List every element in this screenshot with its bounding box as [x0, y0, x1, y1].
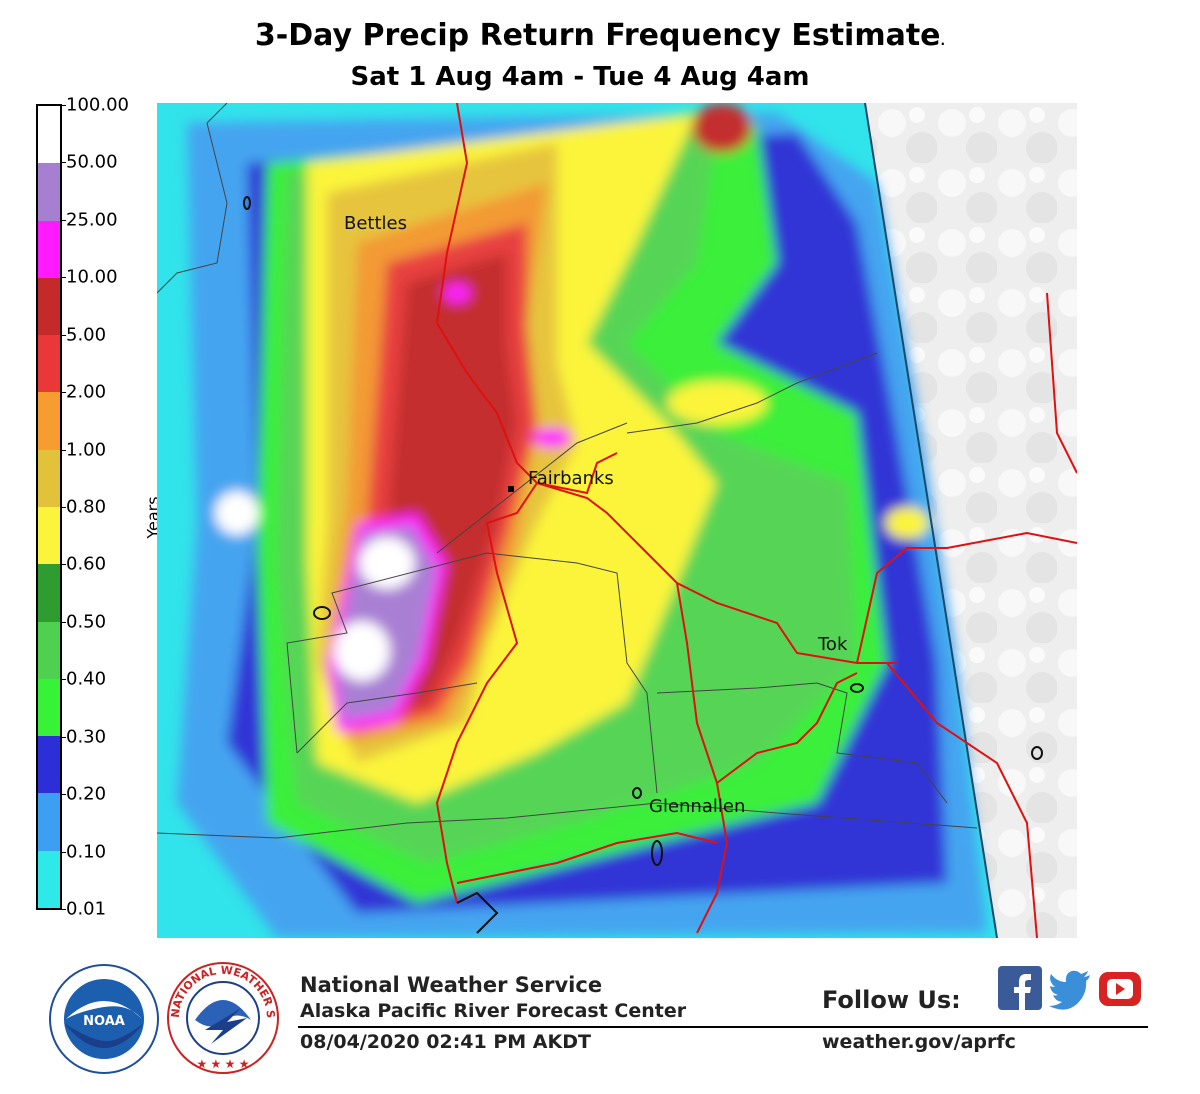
colorbar-segment — [38, 163, 60, 221]
colorbar-tick-mark — [60, 851, 66, 853]
colorbar-segment — [38, 506, 60, 565]
colorbar-tick-mark — [60, 909, 66, 910]
colorbar-tick-mark — [60, 621, 66, 623]
chart-subtitle: Sat 1 Aug 4am - Tue 4 Aug 4am — [350, 62, 810, 92]
colorbar-tick-mark — [60, 794, 66, 796]
place-label-bettles: Bettles — [344, 213, 407, 234]
colorbar-segment — [38, 449, 60, 507]
colorbar-tick-label: 0.20 — [66, 783, 107, 805]
coastline — [243, 196, 1043, 934]
youtube-icon[interactable] — [1098, 966, 1142, 1010]
footer-url-link[interactable]: weather.gov/aprfc — [822, 1031, 1016, 1053]
svg-text:★ ★ ★ ★: ★ ★ ★ ★ — [196, 1057, 249, 1071]
noaa-logo: NOAA — [49, 964, 159, 1074]
colorbar-segment — [38, 850, 60, 908]
colorbar-tick-label: 0.10 — [66, 841, 107, 863]
colorbar-segment — [38, 793, 60, 851]
colorbar-tick-label: 0.30 — [66, 726, 107, 748]
colorbar-tick-mark — [60, 449, 66, 451]
colorbar-segment — [38, 106, 60, 164]
colorbar-tick-label: 1.00 — [66, 439, 107, 461]
colorbar-tick-label: 50.00 — [66, 151, 118, 173]
colorbar-segment — [38, 392, 60, 450]
colorbar-tick-mark — [60, 277, 66, 279]
colorbar-segment — [38, 564, 60, 622]
colorbar-tick-mark — [60, 334, 66, 336]
colorbar-tick-mark — [60, 679, 66, 681]
place-label-fairbanks: Fairbanks — [528, 468, 614, 489]
place-markers — [508, 486, 514, 492]
twitter-icon[interactable] — [1048, 966, 1092, 1010]
place-label-tok: Tok — [818, 634, 848, 655]
admin-borders — [157, 103, 978, 839]
colorbar-tick-label: 0.50 — [66, 611, 107, 633]
footer-divider — [298, 1026, 1148, 1028]
follow-us-label: Follow Us: — [822, 986, 961, 1014]
colorbar-tick-mark — [60, 105, 66, 106]
colorbar-tick-label: 10.00 — [66, 266, 118, 288]
colorbar-tick-label: 0.60 — [66, 553, 107, 575]
chart-title: 3-Day Precip Return Frequency Estimate. — [254, 18, 946, 53]
facebook-icon[interactable] — [998, 966, 1042, 1010]
nws-logo: NATIONAL WEATHER SERVICE ★ ★ ★ ★ — [165, 960, 279, 1074]
noaa-logo-text: NOAA — [83, 1014, 125, 1029]
colorbar-tick-mark — [60, 219, 66, 221]
roads — [435, 103, 1077, 938]
colorbar-tick-label: 5.00 — [66, 324, 107, 346]
place-label-glennallen: Glennallen — [649, 796, 746, 817]
colorbar-segment — [38, 220, 60, 278]
colorbar-tick-label: 2.00 — [66, 381, 107, 403]
footer-org: National Weather Service — [300, 973, 603, 997]
colorbar-segment — [38, 277, 60, 336]
colorbar-tick-label: 25.00 — [66, 209, 118, 231]
colorbar-segment — [38, 621, 60, 679]
colorbar-tick-label: 0.01 — [66, 898, 107, 920]
colorbar-tick-mark — [60, 564, 66, 566]
colorbar-tick-mark — [60, 162, 66, 164]
colorbar-tick-mark — [60, 507, 66, 508]
colorbar-segment — [38, 736, 60, 794]
domain-edge — [864, 103, 998, 938]
colorbar — [36, 104, 62, 910]
colorbar-tick-label: 100.00 — [66, 94, 129, 116]
footer-center: Alaska Pacific River Forecast Center — [300, 1000, 687, 1022]
colorbar-tick-label: 0.80 — [66, 496, 107, 518]
colorbar-tick-label: 0.40 — [66, 668, 107, 690]
colorbar-tick-mark — [60, 392, 66, 394]
colorbar-tick-mark — [60, 736, 66, 738]
precip-map — [157, 103, 1077, 938]
colorbar-segment — [38, 678, 60, 737]
footer-timestamp: 08/04/2020 02:41 PM AKDT — [300, 1031, 591, 1053]
colorbar-segment — [38, 335, 60, 393]
